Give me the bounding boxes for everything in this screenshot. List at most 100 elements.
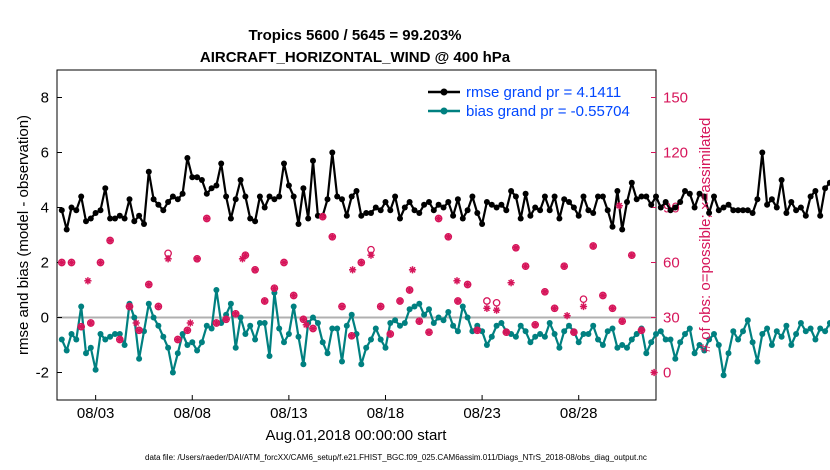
bias-point — [551, 331, 558, 337]
bias-point — [198, 339, 205, 346]
obs-marker-stroke — [116, 336, 123, 343]
obs-marker-stroke — [194, 255, 201, 262]
obs-marker-stroke — [453, 277, 461, 284]
rmse-point — [435, 201, 442, 208]
rmse-point — [83, 218, 89, 225]
obs-assimilated-point — [435, 214, 443, 223]
x-tick-label: 08/08 — [173, 405, 211, 422]
obs-marker-stroke — [650, 369, 658, 376]
bias-point — [281, 339, 287, 346]
obs-assimilated-point — [377, 302, 385, 311]
bias-point — [672, 355, 679, 362]
obs-marker-stroke — [213, 319, 220, 327]
obs-assimilated-point — [164, 255, 172, 263]
bias-point — [527, 339, 534, 346]
rmse-point — [430, 207, 437, 214]
obs-assimilated-point — [280, 258, 288, 267]
bias-point — [706, 336, 713, 343]
rmse-point — [493, 204, 500, 211]
bias-point — [633, 331, 640, 337]
rmse-point — [740, 207, 746, 214]
rmse-point — [503, 207, 510, 214]
obs-assimilated-point — [483, 304, 491, 312]
bias-point — [628, 336, 635, 343]
obs-assimilated-point — [349, 266, 357, 274]
bias-point — [735, 336, 742, 343]
obs-marker-stroke — [367, 252, 375, 259]
rmse-point — [672, 204, 679, 211]
bias-point — [387, 320, 394, 326]
bias-point — [63, 347, 70, 354]
bias-point — [701, 347, 708, 354]
obs-assimilated-point — [67, 258, 76, 267]
bias-point — [310, 314, 316, 321]
obs-assimilated-point — [348, 332, 356, 340]
rmse-point — [295, 221, 302, 227]
obs-marker-stroke — [532, 321, 539, 328]
rmse-point — [348, 193, 355, 200]
bias-point — [348, 311, 355, 318]
rmse-point — [401, 204, 408, 211]
bias-point — [517, 322, 524, 329]
rmse-point — [387, 207, 394, 214]
rmse-point — [706, 210, 713, 216]
y-left-tick-label: 2 — [41, 255, 49, 272]
bias-point — [744, 317, 751, 324]
bias-point — [339, 358, 345, 365]
bias-point — [802, 328, 809, 335]
rmse-point — [116, 212, 123, 219]
x-tick-label: 08/18 — [367, 405, 405, 422]
obs-marker-stroke — [349, 266, 356, 273]
bias-point — [648, 339, 655, 346]
rmse-point — [343, 212, 350, 219]
rmse-point — [78, 193, 85, 200]
rmse-point — [174, 196, 181, 203]
bias-point — [406, 306, 413, 313]
bias-point — [319, 339, 326, 346]
rmse-point — [725, 201, 732, 208]
obs-assimilated-point — [563, 312, 571, 320]
y-right-tick-label: 60 — [663, 255, 680, 272]
obs-marker-stroke — [474, 327, 481, 334]
rmse-point — [686, 190, 693, 197]
chart-title: Tropics 5600 / 5645 = 99.203% — [248, 27, 461, 44]
bias-point — [450, 322, 457, 329]
rmse-point — [561, 196, 568, 203]
rmse-point — [633, 196, 640, 203]
obs-marker-stroke — [409, 266, 416, 273]
obs-marker-stroke — [165, 255, 172, 262]
obs-assimilated-point — [444, 233, 452, 241]
rmse-point — [802, 212, 809, 219]
obs-marker-stroke — [503, 329, 510, 336]
obs-assimilated-point — [425, 328, 433, 336]
obs-marker-stroke — [329, 233, 336, 240]
bias-point — [797, 320, 804, 326]
bias-point — [609, 325, 616, 332]
obs-assimilated-point — [193, 255, 201, 263]
rmse-point — [218, 160, 225, 167]
bias-point — [440, 317, 447, 324]
rmse-point — [329, 149, 336, 156]
rmse-point — [749, 210, 756, 216]
obs-marker-stroke — [145, 281, 152, 288]
bias-point — [759, 331, 766, 337]
rmse-point — [730, 207, 737, 214]
bias-point — [83, 350, 89, 357]
obs-assimilated-point — [319, 213, 327, 221]
rmse-point — [223, 193, 230, 200]
bias-point — [464, 314, 471, 321]
rmse-point — [508, 188, 515, 194]
obs-assimilated-point — [183, 326, 191, 334]
bias-point — [686, 325, 693, 332]
rmse-point — [247, 215, 254, 222]
rmse-point — [682, 188, 688, 194]
bias-point — [667, 336, 674, 343]
obs-assimilated-point — [367, 251, 375, 259]
bias-point — [334, 325, 341, 332]
obs-marker-stroke — [564, 312, 571, 319]
obs-marker-stroke — [261, 297, 268, 305]
rmse-point — [546, 207, 553, 214]
rmse-point — [271, 196, 278, 203]
rmse-point — [150, 196, 157, 203]
bias-point — [454, 328, 461, 335]
